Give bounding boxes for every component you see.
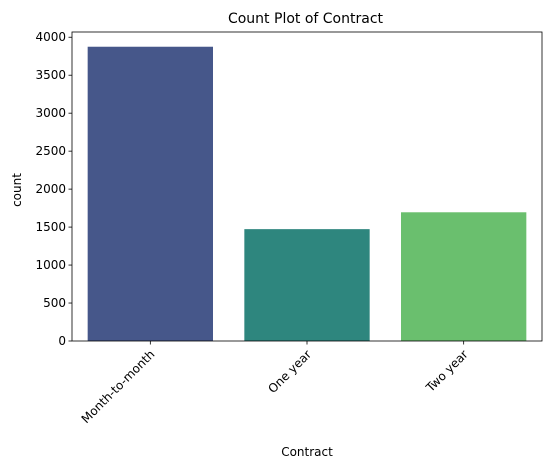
y-tick-label: 1500 xyxy=(35,220,66,234)
y-axis-label: count xyxy=(10,173,24,207)
y-tick-label: 3500 xyxy=(35,68,66,82)
y-tick-label: 1000 xyxy=(35,258,66,272)
x-tick-label-two-year: Two year xyxy=(423,347,471,395)
y-axis: 0 500 1000 1500 2000 2500 3000 3500 4000 xyxy=(35,30,72,348)
bar-two-year xyxy=(401,212,527,341)
y-tick-label: 2000 xyxy=(35,182,66,196)
y-tick-label: 0 xyxy=(58,334,66,348)
y-tick-label: 4000 xyxy=(35,30,66,44)
y-tick-label: 2500 xyxy=(35,144,66,158)
bars-group xyxy=(87,46,527,342)
bar-month-to-month xyxy=(87,46,213,342)
x-tick-label-month-to-month: Month-to-month xyxy=(79,347,158,426)
x-tick-label-one-year: One year xyxy=(265,347,314,396)
bar-one-year xyxy=(244,229,370,341)
chart-title: Count Plot of Contract xyxy=(228,11,384,27)
y-tick-label: 3000 xyxy=(35,106,66,120)
x-axis-label: Contract xyxy=(281,445,333,459)
plot-frame xyxy=(71,31,543,342)
y-tick-label: 500 xyxy=(43,296,66,310)
x-axis: Month-to-month One year Two year xyxy=(79,341,471,426)
